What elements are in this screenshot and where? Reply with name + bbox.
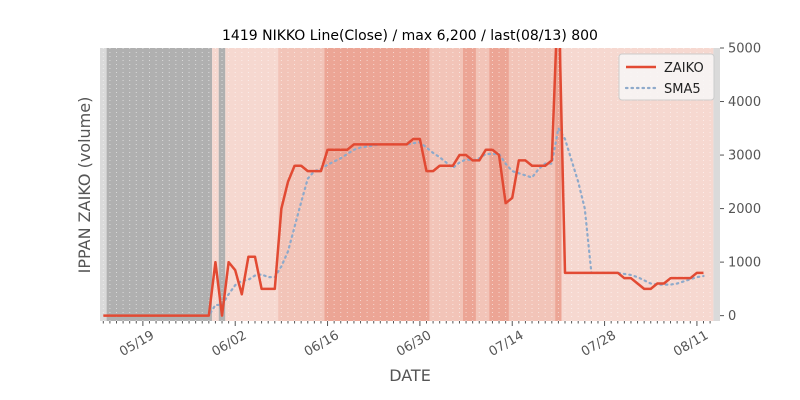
y-tick-label: 4000 bbox=[728, 95, 761, 110]
x-tick-label: 05/19 bbox=[117, 328, 157, 360]
date-bands bbox=[100, 48, 720, 321]
x-tick-label: 06/30 bbox=[394, 328, 434, 360]
x-tick-label: 07/28 bbox=[579, 328, 619, 360]
x-axis: 05/19 06/02 06/16 06/30 07/14 07/28 08/11 bbox=[102, 321, 711, 360]
y-tick-label: 2000 bbox=[728, 202, 761, 217]
y-tick-label: 1000 bbox=[728, 256, 761, 271]
series-lines bbox=[103, 48, 705, 317]
y-tick-label: 3000 bbox=[728, 149, 761, 164]
x-tick-label: 08/11 bbox=[671, 328, 711, 360]
date-band bbox=[225, 48, 279, 321]
legend: ZAIKO SMA5 bbox=[618, 53, 715, 101]
date-band bbox=[462, 48, 476, 321]
date-band bbox=[475, 48, 490, 321]
legend-label-zaiko: ZAIKO bbox=[664, 61, 704, 76]
y-axis-label: IPPAN ZAIKO (volume) bbox=[75, 97, 94, 274]
x-tick-label: 06/02 bbox=[209, 328, 249, 360]
y-tick-label: 5000 bbox=[728, 42, 761, 57]
y-axis: 0 1000 2000 3000 4000 5000 bbox=[720, 42, 761, 324]
date-band bbox=[106, 48, 213, 321]
series-line-zaiko bbox=[103, 48, 704, 317]
x-axis-label: DATE bbox=[389, 366, 431, 385]
x-tick-label: 07/14 bbox=[487, 328, 527, 360]
gridlines bbox=[102, 48, 711, 321]
legend-label-sma5: SMA5 bbox=[664, 82, 701, 97]
date-band bbox=[713, 48, 720, 321]
y-tick-label: 0 bbox=[728, 309, 736, 324]
chart-title: 1419 NIKKO Line(Close) / max 6,200 / las… bbox=[222, 28, 598, 44]
x-tick-label: 06/16 bbox=[302, 328, 342, 360]
date-band bbox=[324, 48, 430, 321]
